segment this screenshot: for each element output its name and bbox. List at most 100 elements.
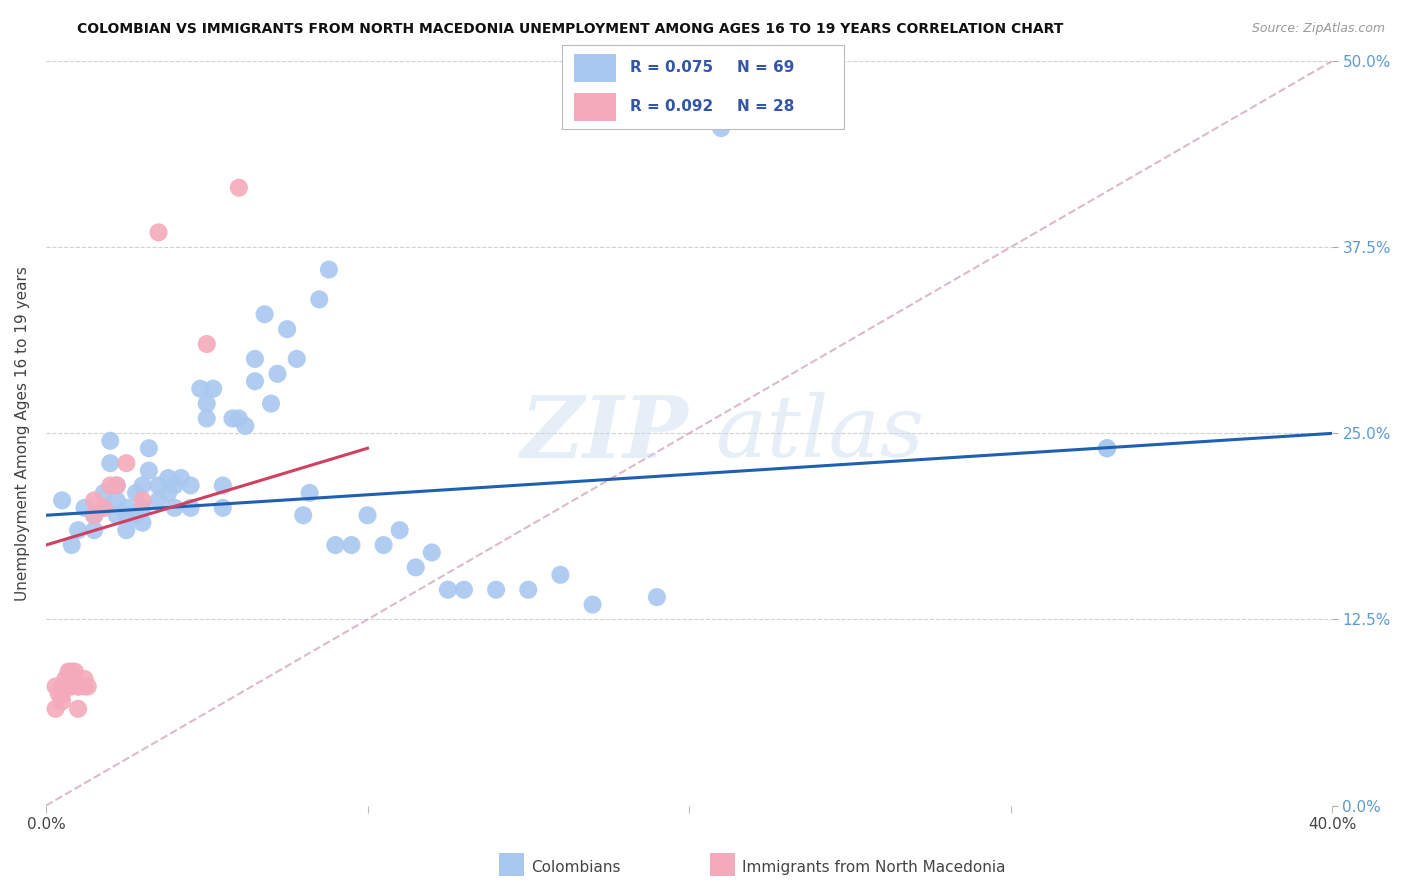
Point	[325, 538, 347, 552]
Point	[51, 687, 73, 701]
Text: Colombians: Colombians	[531, 860, 621, 874]
Point	[125, 508, 148, 523]
Point	[58, 665, 80, 679]
Point	[581, 598, 603, 612]
Point	[131, 500, 153, 515]
Point	[93, 486, 115, 500]
Text: COLOMBIAN VS IMMIGRANTS FROM NORTH MACEDONIA UNEMPLOYMENT AMONG AGES 16 TO 19 YE: COLOMBIAN VS IMMIGRANTS FROM NORTH MACED…	[77, 22, 1064, 37]
Point	[180, 500, 202, 515]
Point	[148, 478, 170, 492]
Point	[98, 456, 121, 470]
Text: Source: ZipAtlas.com: Source: ZipAtlas.com	[1251, 22, 1385, 36]
Point	[83, 523, 105, 537]
Point	[163, 500, 186, 515]
Point	[453, 582, 475, 597]
Point	[163, 478, 186, 492]
Point	[45, 680, 67, 694]
Point	[260, 396, 283, 410]
Point	[51, 493, 73, 508]
Point	[645, 590, 668, 604]
Point	[93, 500, 115, 515]
Point	[83, 493, 105, 508]
Point	[131, 516, 153, 530]
Point	[138, 464, 160, 478]
Point	[115, 456, 138, 470]
Point	[83, 508, 105, 523]
Point	[148, 225, 170, 239]
Point	[180, 478, 202, 492]
Point	[115, 500, 138, 515]
Point	[60, 538, 83, 552]
Point	[105, 478, 128, 492]
Point	[115, 508, 138, 523]
Point	[710, 121, 733, 136]
Point	[233, 418, 256, 433]
Point	[266, 367, 288, 381]
Point	[157, 486, 180, 500]
Point	[105, 508, 128, 523]
Point	[73, 500, 96, 515]
Point	[211, 478, 233, 492]
Point	[51, 680, 73, 694]
Point	[253, 307, 276, 321]
Point	[276, 322, 298, 336]
Point	[373, 538, 395, 552]
Point	[292, 508, 315, 523]
Point	[48, 687, 70, 701]
Point	[195, 337, 218, 351]
Y-axis label: Unemployment Among Ages 16 to 19 years: Unemployment Among Ages 16 to 19 years	[15, 266, 30, 601]
FancyBboxPatch shape	[574, 54, 616, 82]
Text: N = 28: N = 28	[737, 98, 794, 113]
Point	[157, 471, 180, 485]
Point	[131, 478, 153, 492]
Point	[188, 382, 211, 396]
Point	[195, 411, 218, 425]
Point	[243, 351, 266, 366]
Point	[1095, 442, 1118, 456]
Point	[60, 680, 83, 694]
Point	[51, 694, 73, 708]
Point	[318, 262, 340, 277]
Point	[98, 478, 121, 492]
Point	[517, 582, 540, 597]
Point	[131, 493, 153, 508]
Point	[148, 493, 170, 508]
Point	[53, 672, 76, 686]
Point	[67, 523, 90, 537]
Point	[420, 545, 443, 559]
Point	[388, 523, 411, 537]
Point	[340, 538, 363, 552]
Point	[67, 680, 90, 694]
Text: R = 0.092: R = 0.092	[630, 98, 713, 113]
Point	[221, 411, 243, 425]
Point	[45, 702, 67, 716]
Point	[485, 582, 508, 597]
Point	[170, 471, 193, 485]
Point	[83, 508, 105, 523]
Point	[98, 434, 121, 448]
Point	[356, 508, 378, 523]
Point	[93, 500, 115, 515]
Point	[202, 382, 225, 396]
Point	[228, 411, 250, 425]
Point	[243, 374, 266, 388]
Point	[405, 560, 427, 574]
Point	[63, 665, 86, 679]
Point	[60, 665, 83, 679]
Point	[285, 351, 308, 366]
Point	[105, 493, 128, 508]
Point	[228, 180, 250, 194]
Point	[58, 680, 80, 694]
Point	[195, 396, 218, 410]
Point	[76, 680, 98, 694]
Point	[437, 582, 460, 597]
Point	[1095, 442, 1118, 456]
Point	[73, 680, 96, 694]
Point	[73, 672, 96, 686]
Point	[105, 478, 128, 492]
Text: N = 69: N = 69	[737, 61, 794, 76]
Point	[115, 523, 138, 537]
FancyBboxPatch shape	[574, 93, 616, 120]
Text: atlas: atlas	[714, 392, 924, 475]
Point	[67, 680, 90, 694]
